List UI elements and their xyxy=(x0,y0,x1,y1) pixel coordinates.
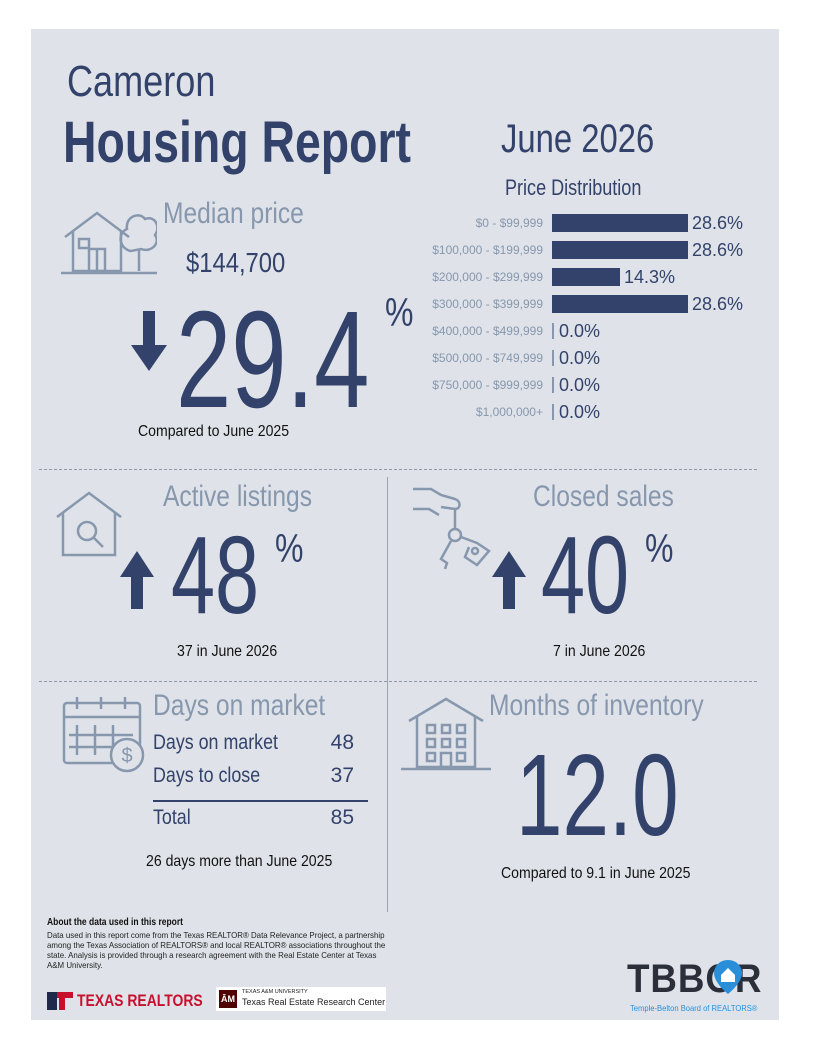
texas-realtors-logo: TEXAS REALTORS xyxy=(47,991,230,1011)
price-bucket-row: $400,000 - $499,999 0.0% xyxy=(31,321,779,341)
tamu-mark-icon: ĀM xyxy=(219,990,237,1008)
price-bucket-bar xyxy=(552,295,688,313)
months-inventory-heading: Months of inventory xyxy=(489,689,704,722)
price-bucket-bar xyxy=(552,241,688,259)
tamu-center-logo: ĀM TEXAS A&M UNIVERSITY Texas Real Estat… xyxy=(216,987,386,1011)
price-bucket-label: $300,000 - $399,999 xyxy=(432,297,543,311)
report-sheet: Cameron Housing Report June 2026 Median … xyxy=(31,29,779,1020)
price-bucket-label: $400,000 - $499,999 xyxy=(432,324,543,338)
price-bucket-row: $0 - $99,999 28.6% xyxy=(31,213,779,233)
median-change-value: 29.4 xyxy=(176,283,370,437)
dom-row-total: Total 85 xyxy=(153,806,368,830)
active-listings-pct-sign: % xyxy=(275,527,304,571)
days-on-market-heading: Days on market xyxy=(153,689,326,722)
price-bucket-row: $1,000,000+ 0.0% xyxy=(31,402,779,422)
dom-row-value: 37 xyxy=(330,764,354,787)
price-bucket-row: $500,000 - $749,999 0.0% xyxy=(31,348,779,368)
price-bucket-label: $200,000 - $299,999 xyxy=(432,270,543,284)
price-bucket-value: 0.0% xyxy=(559,402,601,422)
active-listings-caption: 37 in June 2026 xyxy=(177,643,278,660)
price-bucket-bar xyxy=(552,214,688,232)
svg-text:$: $ xyxy=(121,745,132,767)
arrow-up-icon xyxy=(120,551,154,609)
price-bucket-label: $500,000 - $749,999 xyxy=(432,351,543,365)
days-on-market-caption: 26 days more than June 2025 xyxy=(146,853,333,870)
dom-row-label: Days on market xyxy=(153,731,279,754)
price-distribution-title: Price Distribution xyxy=(505,175,642,200)
median-compared-caption: Compared to June 2025 xyxy=(138,423,290,440)
city-name: Cameron xyxy=(67,57,216,106)
median-pct-sign: % xyxy=(385,291,414,335)
price-bucket-value: 28.6% xyxy=(692,213,744,233)
price-bucket-label: $1,000,000+ xyxy=(475,405,543,419)
price-bucket-value: 28.6% xyxy=(692,240,744,260)
price-bucket-bar xyxy=(552,350,554,366)
months-inventory-caption: Compared to 9.1 in June 2025 xyxy=(501,865,691,882)
closed-sales-caption: 7 in June 2026 xyxy=(553,643,646,660)
price-bucket-value: 14.3% xyxy=(624,267,676,287)
price-bucket-value: 0.0% xyxy=(559,375,601,395)
price-bucket-row: $300,000 - $399,999 28.6% xyxy=(31,294,779,314)
hand-keys-icon xyxy=(413,487,491,570)
price-bucket-value: 0.0% xyxy=(559,348,601,368)
closed-sales-pct-sign: % xyxy=(645,527,674,571)
price-bucket-row: $200,000 - $299,999 14.3% xyxy=(31,267,779,287)
about-data-text: Data used in this report come from the T… xyxy=(47,930,386,970)
report-title: Housing Report xyxy=(63,110,411,175)
dom-row-days-on-market: Days on market 48 xyxy=(153,731,368,755)
section-divider xyxy=(39,681,757,682)
column-divider xyxy=(387,477,388,912)
price-bucket-bar xyxy=(552,268,620,286)
about-data-title: About the data used in this report xyxy=(47,917,184,928)
dom-total-label: Total xyxy=(153,806,191,829)
report-month: June 2026 xyxy=(501,117,655,161)
price-bucket-value: 0.0% xyxy=(559,321,601,341)
tamu-center-text: Texas Real Estate Research Center xyxy=(242,997,386,1007)
price-bucket-row: $100,000 - $199,999 28.6% xyxy=(31,240,779,260)
tbbor-logo: TBBOR xyxy=(627,957,763,1001)
arrow-up-icon xyxy=(492,551,526,609)
tamu-small-text: TEXAS A&M UNIVERSITY xyxy=(242,989,308,995)
texas-realtors-mark-icon xyxy=(47,992,73,1010)
house-tree-icon xyxy=(61,211,157,275)
arrow-down-icon xyxy=(131,311,167,371)
price-bucket-label: $100,000 - $199,999 xyxy=(432,243,543,257)
median-price-value: $144,700 xyxy=(186,247,286,278)
dom-row-days-to-close: Days to close 37 xyxy=(153,764,368,788)
closed-sales-heading: Closed sales xyxy=(533,480,674,513)
apartment-building-icon xyxy=(401,697,491,771)
map-pin-home-icon xyxy=(714,960,742,994)
median-price-heading: Median price xyxy=(163,197,304,230)
price-bucket-bar xyxy=(552,404,554,420)
price-bucket-bar xyxy=(552,377,554,393)
closed-sales-change: 40 xyxy=(541,514,630,637)
house-magnifier-icon xyxy=(56,491,122,557)
total-rule xyxy=(153,800,368,802)
dom-total-value: 85 xyxy=(330,806,354,829)
section-divider xyxy=(39,469,757,470)
dom-row-label: Days to close xyxy=(153,764,261,787)
active-listings-change: 48 xyxy=(171,514,260,637)
price-bucket-row: $750,000 - $999,999 0.0% xyxy=(31,375,779,395)
price-bucket-label: $0 - $99,999 xyxy=(475,216,543,230)
dom-row-value: 48 xyxy=(330,731,354,754)
months-inventory-value: 12.0 xyxy=(516,730,679,860)
price-bucket-value: 28.6% xyxy=(692,294,744,314)
active-listings-heading: Active listings xyxy=(163,480,313,513)
calendar-dollar-icon: $ xyxy=(62,697,145,773)
price-bucket-label: $750,000 - $999,999 xyxy=(432,378,543,392)
price-bucket-bar xyxy=(552,323,554,339)
tbbor-subtitle: Temple-Belton Board of REALTORS® xyxy=(630,1004,758,1013)
